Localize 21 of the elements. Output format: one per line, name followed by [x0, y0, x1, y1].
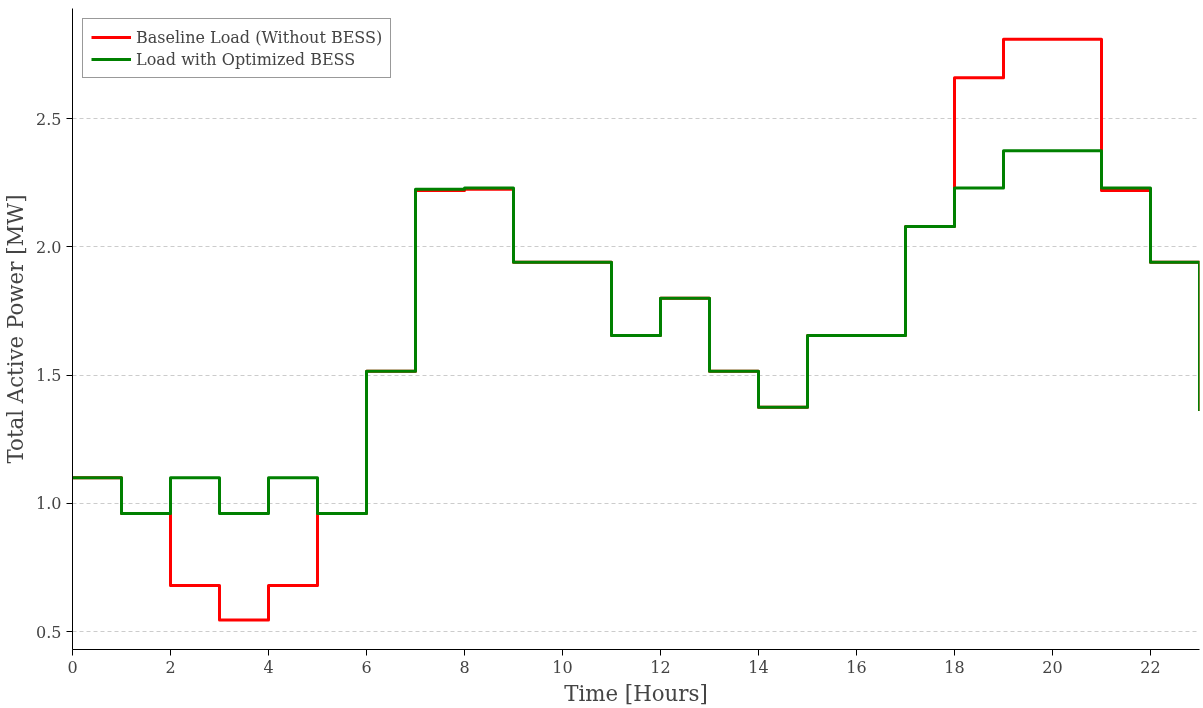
y-tick-label: 1.0: [36, 494, 62, 514]
y-tick-label: 1.5: [36, 366, 62, 386]
legend-label: Baseline Load (Without BESS): [136, 27, 383, 47]
x-tick-label: 20: [1042, 657, 1063, 677]
x-axis-title: Time [Hours]: [564, 680, 708, 706]
y-tick-label: 0.5: [36, 622, 62, 642]
x-tick-label: 4: [263, 657, 274, 677]
x-tick-label: 0: [67, 657, 78, 677]
x-tick-label: 2: [165, 657, 176, 677]
x-tick-label: 12: [650, 657, 671, 677]
x-tick-label: 22: [1140, 657, 1161, 677]
x-tick-label: 18: [944, 657, 965, 677]
y-tick-label: 2.0: [36, 237, 62, 257]
legend-label: Load with Optimized BESS: [136, 49, 356, 69]
x-tick-label: 6: [361, 657, 372, 677]
x-tick-label: 10: [552, 657, 573, 677]
x-tick-label: 14: [748, 657, 769, 677]
x-tick-label: 16: [846, 657, 867, 677]
y-tick-label: 2.5: [36, 109, 62, 129]
x-tick-label: 8: [459, 657, 470, 677]
y-axis-title: Total Active Power [MW]: [3, 194, 29, 464]
